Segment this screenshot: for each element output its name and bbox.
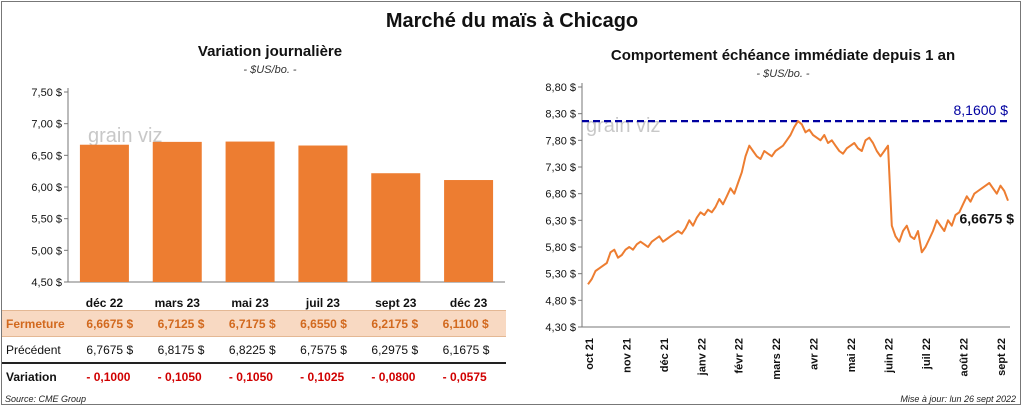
y-tick-label: 4,30 $ xyxy=(545,322,576,334)
y-tick-label: 6,50 $ xyxy=(31,150,62,162)
bar xyxy=(79,144,129,282)
table-cell: 6,6675 $ xyxy=(78,310,150,337)
y-tick-label: 7,30 $ xyxy=(545,162,576,174)
table-cell: - 0,1050 xyxy=(157,369,202,384)
table-cell: 6,7575 $ xyxy=(292,336,364,364)
left-chart-title: Variation journalière xyxy=(197,43,343,60)
source-note: Source: CME Group xyxy=(5,394,87,404)
table-row-precedent: Précédent 6,7675 $ 6,8175 $ 6,8225 $ 6,7… xyxy=(2,336,506,364)
y-tick-label: 4,80 $ xyxy=(545,295,576,307)
y-tick-label: 7,50 $ xyxy=(31,87,62,99)
y-tick-label: 7,00 $ xyxy=(31,119,62,131)
table-cell: - 0,1000 xyxy=(86,369,131,384)
x-tick-label: déc 23 xyxy=(450,296,488,310)
table-cell: 6,2975 $ xyxy=(363,336,435,364)
table-cell: 6,8175 $ xyxy=(149,336,221,364)
row-label: Variation xyxy=(6,369,57,384)
table-cell: - 0,0800 xyxy=(371,369,416,384)
x-tick-label: juil 22 xyxy=(921,338,933,370)
x-tick-label: sept 23 xyxy=(375,296,417,310)
x-tick-label: août 22 xyxy=(958,338,970,377)
table-cell: 6,1675 $ xyxy=(434,336,506,364)
y-tick-label: 4,50 $ xyxy=(31,277,62,289)
x-tick-label: déc 22 xyxy=(86,296,124,310)
update-note: Mise à jour: lun 26 sept 2022 xyxy=(900,394,1016,404)
bar xyxy=(152,141,202,282)
x-tick-label: mai 22 xyxy=(846,338,858,372)
price-table: Fermeture 6,6675 $ 6,7125 $ 6,7175 $ 6,6… xyxy=(2,310,506,389)
right-chart-unit: - $US/bo. - xyxy=(756,68,810,80)
last-value-label: 6,6675 $ xyxy=(960,211,1015,227)
x-tick-label: oct 21 xyxy=(584,338,596,370)
x-tick-label: sept 22 xyxy=(996,338,1008,376)
row-label: Fermeture xyxy=(2,310,79,337)
table-cell: 6,7125 $ xyxy=(149,310,221,337)
table-row-fermeture: Fermeture 6,6675 $ 6,7125 $ 6,7175 $ 6,6… xyxy=(2,310,506,337)
x-tick-label: avr 22 xyxy=(809,338,821,370)
x-tick-label: mars 23 xyxy=(155,296,201,310)
y-tick-label: 5,50 $ xyxy=(31,214,62,226)
y-tick-label: 8,30 $ xyxy=(545,109,576,121)
x-tick-label: juil 23 xyxy=(305,296,340,310)
y-tick-label: 5,00 $ xyxy=(31,245,62,257)
bar xyxy=(225,141,275,282)
x-tick-label: janv 22 xyxy=(696,338,708,376)
y-tick-label: 6,00 $ xyxy=(31,182,62,194)
max-value-label: 8,1600 $ xyxy=(954,102,1009,118)
watermark: grain viz xyxy=(586,115,660,137)
x-tick-label: nov 21 xyxy=(621,338,633,373)
x-tick-label: févr 22 xyxy=(734,338,746,373)
y-tick-label: 5,30 $ xyxy=(545,269,576,281)
table-cell: 6,2175 $ xyxy=(363,310,435,337)
bar xyxy=(444,180,494,282)
x-tick-label: juin 22 xyxy=(884,338,896,374)
table-cell: 6,6550 $ xyxy=(292,310,364,337)
left-chart-unit: - $US/bo. - xyxy=(243,64,297,76)
table-cell: - 0,1050 xyxy=(228,369,273,384)
watermark: grain viz xyxy=(88,125,162,147)
y-tick-label: 6,80 $ xyxy=(545,189,576,201)
y-tick-label: 7,80 $ xyxy=(545,135,576,147)
x-tick-label: mars 22 xyxy=(771,338,783,380)
right-chart-title: Comportement échéance immédiate depuis 1… xyxy=(610,47,956,64)
table-cell: 6,1100 $ xyxy=(434,310,506,337)
x-tick-label: déc 21 xyxy=(659,338,671,372)
bar-chart: grain viz 4,50 $ 5,00 $ 5,50 $ 6,00 $ 6,50 $ 7… xyxy=(31,87,505,310)
price-line xyxy=(587,120,1009,285)
table-cell: 6,7175 $ xyxy=(220,310,293,337)
x-tick-label: mai 23 xyxy=(231,296,269,310)
bar xyxy=(371,173,421,282)
table-row-variation: Variation - 0,1000 - 0,1050 - 0,1050 - 0… xyxy=(2,363,506,389)
y-tick-label: 5,80 $ xyxy=(545,242,576,254)
bar xyxy=(298,145,348,282)
row-label: Précédent xyxy=(2,336,79,364)
page-title: Marché du maïs à Chicago xyxy=(385,10,639,32)
line-chart: grain viz 4,30 $ 4,80 $ 5,30 $ 5,80 $ 6,30 $ 6… xyxy=(545,82,1015,380)
table-cell: - 0,0575 xyxy=(442,369,487,384)
y-tick-label: 6,30 $ xyxy=(545,215,576,227)
table-cell: 6,8225 $ xyxy=(220,336,293,364)
table-cell: - 0,1025 xyxy=(300,369,345,384)
table-cell: 6,7675 $ xyxy=(78,336,150,364)
y-tick-label: 8,80 $ xyxy=(545,82,576,94)
